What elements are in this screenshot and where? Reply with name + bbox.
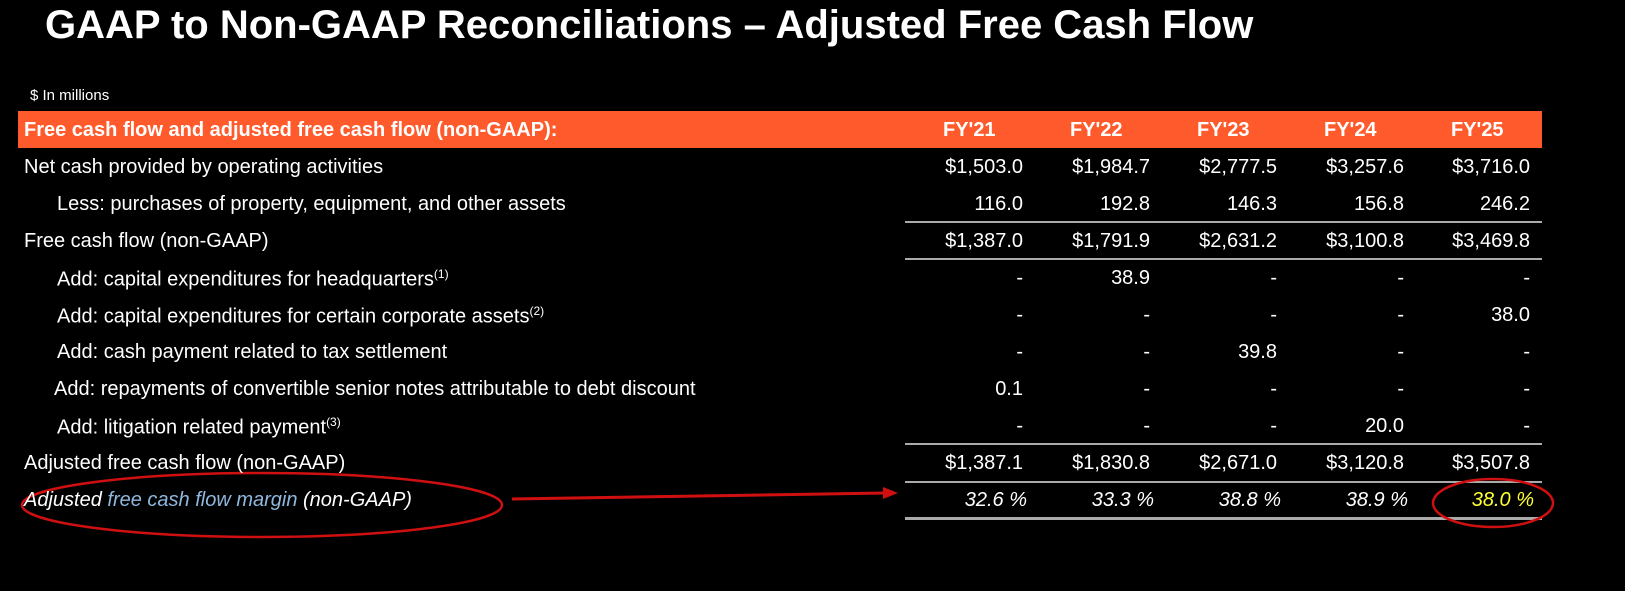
cell-value: $2,631.2	[1199, 230, 1277, 252]
cell-value: $1,984.7	[1072, 156, 1150, 178]
footnote-ref: (2)	[529, 304, 545, 318]
cell-value: -	[1016, 304, 1023, 326]
cell-value: $3,507.8	[1452, 452, 1530, 474]
row-label: Add: repayments of convertible senior no…	[54, 379, 696, 399]
label-text: Add: repayments of convertible senior no…	[54, 378, 696, 400]
cell-value: $3,100.8	[1326, 230, 1404, 252]
cell-value: $1,387.0	[945, 230, 1023, 252]
footnote-ref: (3)	[326, 415, 341, 429]
arrow-head	[883, 487, 898, 499]
row-label: Net cash provided by operating activitie…	[24, 157, 383, 177]
cell-value: -	[1143, 304, 1150, 326]
arrow	[511, 491, 886, 501]
cell-value: -	[1270, 304, 1277, 326]
label-text: Net cash provided by operating activitie…	[24, 156, 384, 178]
title: GAAP to Non-GAAP Reconciliations – Adjus…	[45, 3, 1254, 47]
cell-value: -	[1523, 415, 1530, 437]
cell-value: 38.0	[1491, 304, 1530, 326]
cell-value: -	[1016, 415, 1023, 437]
label-text: Add: litigation related payment	[57, 416, 327, 439]
cell-value: -	[1523, 267, 1530, 289]
rule	[905, 443, 1542, 445]
column-header: FY'25	[1451, 119, 1504, 141]
cell-value: -	[1270, 415, 1277, 437]
cell-value: $1,830.8	[1072, 452, 1150, 474]
cell-value: -	[1397, 378, 1404, 400]
cell-value: -	[1523, 378, 1530, 400]
cell-value: -	[1143, 378, 1150, 400]
row-label: Add: litigation related payment(3)	[57, 416, 341, 438]
cell-value: -	[1016, 341, 1023, 363]
cell-value: 156.8	[1353, 193, 1404, 215]
margin-label: Adjusted free cash flow margin (non-GAAP…	[24, 490, 412, 510]
cell-value: -	[1397, 267, 1404, 289]
label-text: Free cash flow (non-GAAP)	[24, 230, 269, 252]
cell-value: $3,469.8	[1452, 230, 1530, 252]
label-part: free cash flow margin	[107, 489, 298, 511]
cell-value: -	[1143, 341, 1150, 363]
row-label: Add: capital expenditures for certain co…	[57, 305, 544, 327]
rule	[905, 258, 1542, 260]
column-header: FY'24	[1324, 119, 1377, 141]
cell-value: -	[1397, 304, 1404, 326]
cell-value: 146.3	[1226, 193, 1277, 215]
label-text: Adjusted free cash flow (non-GAAP)	[24, 452, 346, 474]
cell-value: 39.8	[1238, 341, 1277, 363]
cell-value: $3,716.0	[1452, 156, 1530, 178]
row-label: Adjusted free cash flow (non-GAAP)	[24, 453, 345, 473]
cell-value: 38.9	[1111, 267, 1150, 289]
cell-value: $2,777.5	[1199, 156, 1277, 178]
label-part: (non-GAAP)	[297, 489, 412, 511]
units: $ In millions	[30, 87, 110, 104]
cell-value: $1,791.9	[1072, 230, 1150, 252]
cell-value: $3,120.8	[1326, 452, 1404, 474]
table-heading: Free cash flow and adjusted free cash fl…	[24, 119, 558, 141]
column-header: FY'22	[1070, 119, 1123, 141]
cell-value: -	[1270, 378, 1277, 400]
highlight-ellipse	[1431, 477, 1555, 529]
label-text: Less: purchases of property, equipment, …	[57, 193, 566, 215]
cell-value: -	[1016, 267, 1023, 289]
margin-value: 38.9 %	[1345, 489, 1408, 511]
cell-value: $3,257.6	[1326, 156, 1404, 178]
cell-value: $2,671.0	[1199, 452, 1277, 474]
rule	[905, 481, 1542, 483]
label-part: Adjusted	[24, 489, 108, 511]
margin-value: 33.3 %	[1091, 489, 1154, 511]
label-text: Add: capital expenditures for certain co…	[57, 305, 530, 328]
row-label: Add: capital expenditures for headquarte…	[57, 268, 449, 290]
cell-value: 0.1	[995, 378, 1023, 400]
header-bar	[18, 111, 1542, 148]
cell-value: $1,387.1	[945, 452, 1023, 474]
cell-value: -	[1397, 341, 1404, 363]
cell-value: -	[1270, 267, 1277, 289]
cell-value: $1,503.0	[945, 156, 1023, 178]
cell-value: 20.0	[1365, 415, 1404, 437]
highlight-ellipse	[20, 471, 504, 539]
rule	[905, 517, 1542, 520]
cell-value: 116.0	[974, 193, 1023, 215]
row-label: Add: cash payment related to tax settlem…	[57, 342, 447, 362]
margin-value: 38.8 %	[1218, 489, 1281, 511]
cell-value: 192.8	[1099, 193, 1150, 215]
cell-value: 246.2	[1479, 193, 1530, 215]
row-label: Free cash flow (non-GAAP)	[24, 231, 269, 251]
row-label: Less: purchases of property, equipment, …	[57, 194, 566, 214]
margin-value: 38.0 %	[1471, 489, 1534, 511]
label-text: Add: capital expenditures for headquarte…	[57, 268, 434, 291]
footnote-ref: (1)	[433, 267, 449, 281]
margin-value: 32.6 %	[964, 489, 1027, 511]
rule	[905, 221, 1542, 223]
cell-value: -	[1523, 341, 1530, 363]
label-text: Add: cash payment related to tax settlem…	[57, 341, 448, 363]
cell-value: -	[1143, 415, 1150, 437]
column-header: FY'23	[1197, 119, 1250, 141]
column-header: FY'21	[943, 119, 996, 141]
